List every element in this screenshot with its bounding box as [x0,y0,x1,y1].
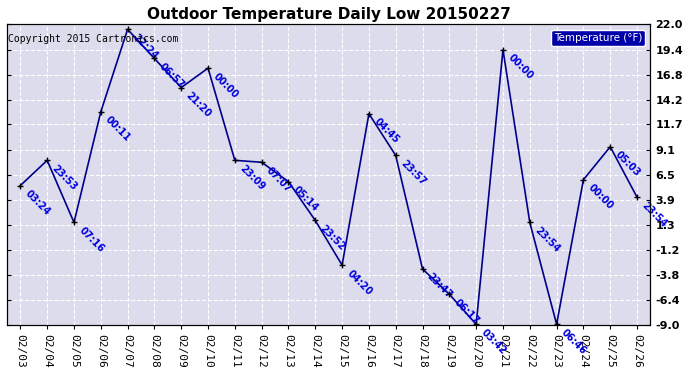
Text: 23:57: 23:57 [399,158,428,187]
Text: 23:53: 23:53 [50,163,79,192]
Text: 05:03: 05:03 [613,150,642,178]
Text: 06:17: 06:17 [452,297,481,326]
Text: 03:24: 03:24 [23,188,52,218]
Text: 07:16: 07:16 [77,225,106,254]
Text: 00:00: 00:00 [586,183,615,212]
Text: 00:00: 00:00 [506,53,535,81]
Text: 23:54: 23:54 [533,225,562,254]
Text: 06:46: 06:46 [560,327,589,356]
Text: 23:09: 23:09 [237,163,266,192]
Legend: Temperature (°F): Temperature (°F) [551,30,645,46]
Text: 04:45: 04:45 [372,117,401,146]
Text: 23:47: 23:47 [425,272,454,301]
Text: 04:20: 04:20 [345,268,374,297]
Text: 03:42: 03:42 [479,327,508,356]
Text: 06:57: 06:57 [157,61,186,90]
Title: Outdoor Temperature Daily Low 20150227: Outdoor Temperature Daily Low 20150227 [147,7,511,22]
Text: 22:24: 22:24 [130,32,159,61]
Text: 23:52: 23:52 [318,223,347,252]
Text: 23:54: 23:54 [640,200,669,229]
Text: Copyright 2015 Cartronics.com: Copyright 2015 Cartronics.com [8,33,179,44]
Text: 07:07: 07:07 [264,165,293,194]
Text: 21:20: 21:20 [184,90,213,119]
Text: 05:14: 05:14 [291,184,320,213]
Text: 00:00: 00:00 [211,71,240,100]
Text: 00:11: 00:11 [104,115,132,144]
